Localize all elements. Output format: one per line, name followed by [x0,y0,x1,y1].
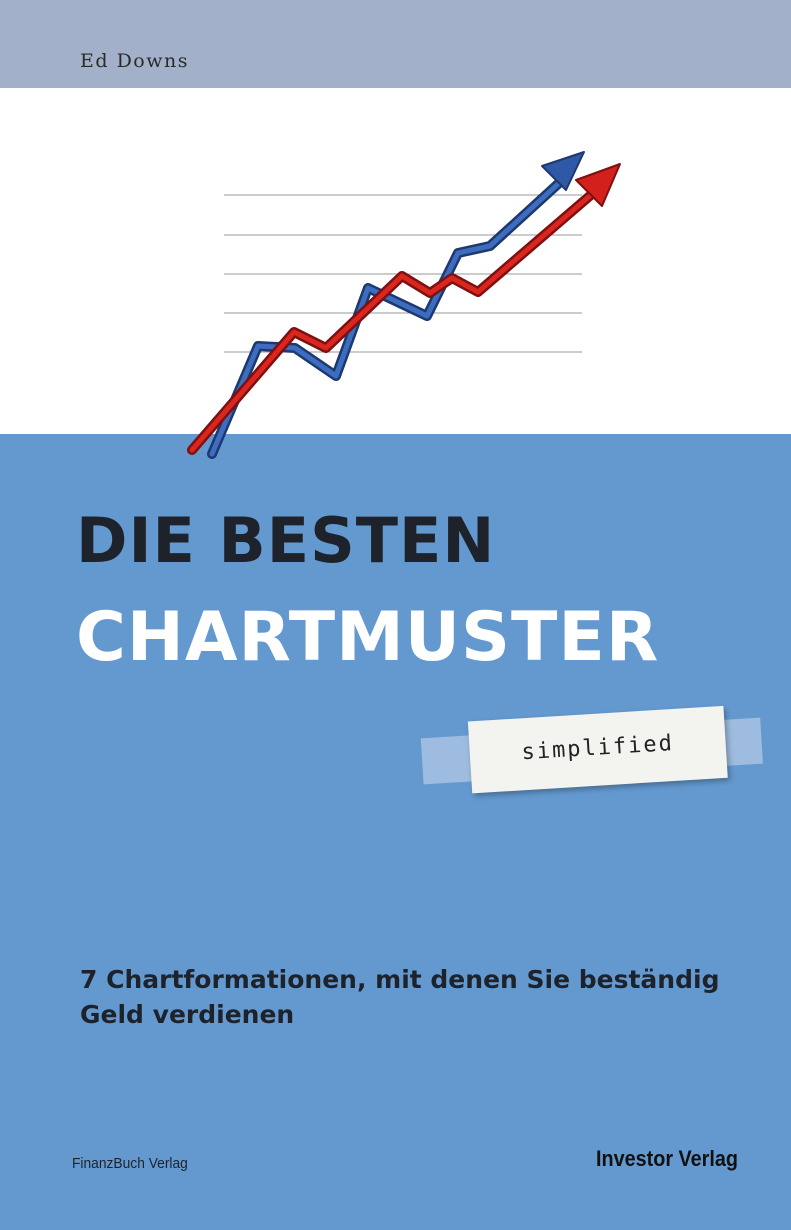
subtitle-line-2: Geld verdienen [80,1000,295,1029]
rising-chart-arrows-icon [187,151,621,459]
cover-blue-panel [0,434,791,1230]
red-arrow [187,163,621,455]
illustration-panel [0,88,791,434]
publisher-finanzbuch: FinanzBuch Verlag [72,1155,188,1172]
label-text: simplified [520,731,675,766]
tape-label-icon: simplified [419,692,765,815]
subtitle: 7 Chartformationen, mit denen Sie bestän… [80,962,770,1032]
author-band: Ed Downs [0,0,791,88]
title-line-1: DIE BESTEN [76,504,496,577]
subtitle-line-1: 7 Chartformationen, mit denen Sie bestän… [80,965,720,994]
author-name: Ed Downs [80,50,189,72]
blue-arrow [207,151,585,459]
simplified-label: simplified [467,705,728,794]
publisher-investor: Investor Verlag [596,1146,738,1171]
title-line-2: CHARTMUSTER [76,598,660,677]
